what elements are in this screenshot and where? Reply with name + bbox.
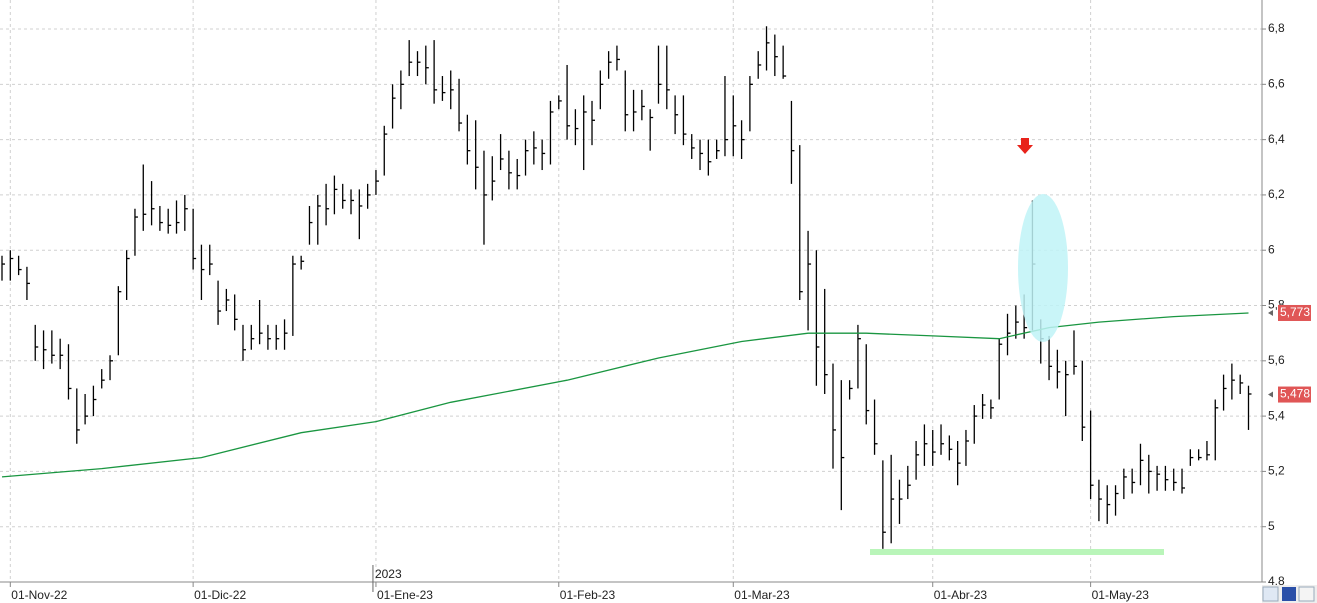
price-label: 5,478 bbox=[1280, 387, 1310, 401]
grid bbox=[0, 0, 1262, 583]
price-pointer bbox=[1268, 391, 1273, 398]
moving-average bbox=[1, 312, 1249, 478]
year-label: 2023 bbox=[375, 567, 402, 581]
x-tick-label: 01-Mar-23 bbox=[734, 588, 790, 602]
save-button[interactable] bbox=[1282, 587, 1296, 601]
y-tick-label: 6 bbox=[1268, 242, 1275, 256]
price-pointer bbox=[1268, 309, 1273, 316]
x-tick-label: 01-Dic-22 bbox=[194, 588, 246, 602]
plot bbox=[1, 26, 1252, 549]
y-tick-label: 5 bbox=[1268, 519, 1275, 533]
support-line bbox=[870, 549, 1164, 555]
x-tick-label: 01-Abr-23 bbox=[934, 588, 988, 602]
x-tick-label: 01-Feb-23 bbox=[560, 588, 616, 602]
x-tick-label: 01-May-23 bbox=[1092, 588, 1150, 602]
x-tick-label: 01-Ene-23 bbox=[377, 588, 433, 602]
zoom-button[interactable] bbox=[1262, 586, 1279, 602]
y-tick-label: 5,2 bbox=[1268, 464, 1285, 478]
y-tick-label: 6,8 bbox=[1268, 21, 1285, 35]
x-tick-label: 01-Nov-22 bbox=[11, 588, 67, 602]
y-tick-label: 5,6 bbox=[1268, 353, 1285, 367]
signal-arrow bbox=[1017, 138, 1033, 154]
highlight-ellipse bbox=[1018, 194, 1068, 342]
y-tick-label: 6,4 bbox=[1268, 132, 1285, 146]
y-tick-label: 5,4 bbox=[1268, 408, 1285, 422]
price-label: 5,773 bbox=[1280, 305, 1310, 319]
y-tick-label: 6,2 bbox=[1268, 187, 1285, 201]
pin-button[interactable] bbox=[1298, 586, 1315, 602]
y-tick-label: 6,6 bbox=[1268, 76, 1285, 90]
price-label-box bbox=[1278, 386, 1311, 403]
labels: 4,855,25,45,65,866,26,46,66,801-Nov-22 01… bbox=[9, 21, 1311, 602]
y-tick-label: 4,8 bbox=[1268, 574, 1285, 588]
price-label-box bbox=[1278, 304, 1311, 321]
